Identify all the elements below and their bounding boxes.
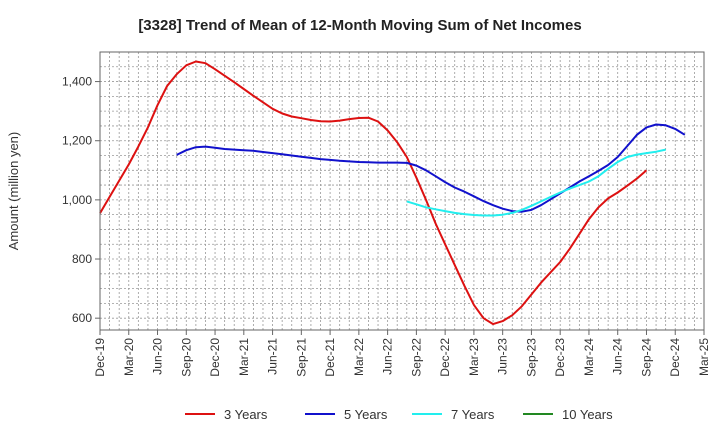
grid-layer	[99, 51, 705, 330]
y-axis-label: Amount (million yen)	[6, 132, 21, 251]
x-tick-label: Mar-22	[352, 338, 366, 376]
y-tick-label: 1,200	[62, 134, 92, 148]
x-tick-label: Sep-20	[179, 338, 193, 377]
y-tick-label: 800	[72, 252, 92, 266]
x-tick-label: Mar-21	[237, 338, 251, 376]
x-tick-label: Jun-20	[151, 338, 165, 375]
x-tick-label: Sep-23	[524, 338, 538, 377]
x-tick-label: Mar-23	[467, 338, 481, 376]
x-tick-label: Mar-20	[122, 338, 136, 376]
x-tick-label: Dec-22	[438, 338, 452, 377]
y-tick-label: 1,400	[62, 75, 92, 89]
legend-label: 3 Years	[224, 407, 268, 422]
x-tick-label: Jun-23	[496, 338, 510, 375]
x-tick-label: Dec-19	[93, 338, 107, 377]
x-tick-label: Jun-24	[611, 338, 625, 375]
x-tick-label: Dec-21	[323, 338, 337, 377]
x-tick-label: Sep-21	[294, 338, 308, 377]
y-axis-ticks: 600 800 1,000 1,200 1,400	[62, 75, 100, 325]
x-axis-ticks: Dec-19 Mar-20 Jun-20 Sep-20 Dec-20 Mar-21 Jun-…	[93, 330, 711, 377]
series-line-5-years	[176, 123, 686, 213]
series-line-7-years	[406, 148, 666, 217]
x-tick-label: Dec-20	[208, 338, 222, 377]
x-tick-label: Mar-25	[697, 338, 711, 376]
legend-label: 10 Years	[562, 407, 613, 422]
x-tick-label: Dec-23	[553, 338, 567, 377]
y-tick-label: 1,000	[62, 193, 92, 207]
x-tick-label: Sep-22	[409, 338, 423, 377]
x-tick-label: Sep-24	[639, 338, 653, 377]
x-tick-label: Jun-22	[381, 338, 395, 375]
x-tick-label: Dec-24	[668, 338, 682, 377]
legend: 3 Years 5 Years 7 Years 10 Years	[185, 407, 613, 422]
legend-label: 7 Years	[451, 407, 495, 422]
plot-frame	[99, 51, 705, 331]
x-tick-label: Jun-21	[266, 338, 280, 375]
series-layer	[99, 60, 686, 326]
y-tick-label: 600	[72, 311, 92, 325]
series-line-3-years	[99, 60, 648, 326]
x-tick-label: Mar-24	[582, 338, 596, 376]
chart-title: [3328] Trend of Mean of 12-Month Moving …	[138, 17, 581, 34]
legend-label: 5 Years	[344, 407, 388, 422]
